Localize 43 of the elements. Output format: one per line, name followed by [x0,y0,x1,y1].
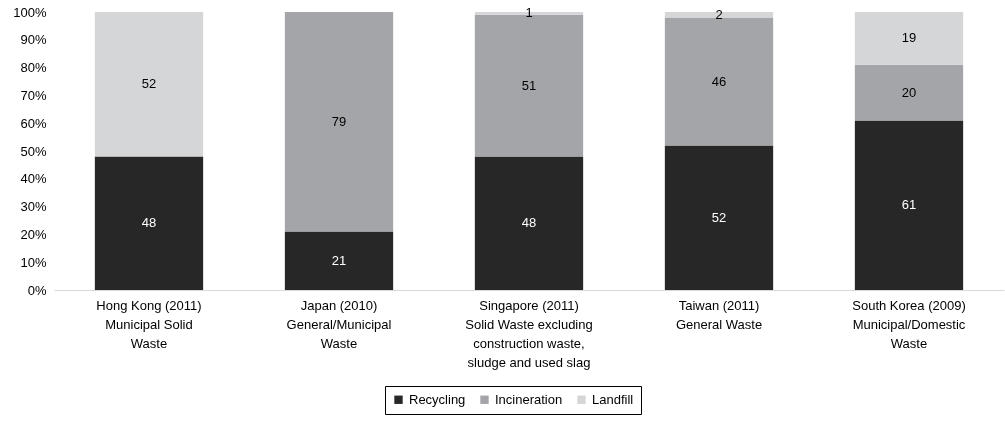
legend-label: Recycling [409,391,466,407]
x-tick-label: Singapore (2011) Solid Waste excluding construction waste, sludge and used slag [465,297,593,370]
y-tick-label: 20% [20,226,47,242]
x-tick-label: South Korea (2009) Municipal/Domestic Waste [852,297,966,351]
y-tick-label: 40% [20,171,47,187]
data-label: 46 [711,73,727,89]
y-tick-label: 80% [20,60,47,76]
data-label: 51 [521,77,537,93]
data-label: 20 [901,84,917,100]
bar [474,156,584,290]
x-tick-label: Taiwan (2011) General Waste [675,297,763,332]
data-label: 21 [331,252,347,268]
legend-label: Landfill [592,391,634,407]
data-label: 79 [331,113,347,129]
y-tick-label: 30% [20,199,47,215]
y-tick-label: 70% [20,87,47,103]
y-tick-label: 10% [20,254,47,270]
data-label: 48 [141,215,157,231]
legend-label: Incineration [495,391,563,407]
y-tick-label: 50% [20,143,47,159]
data-label: 48 [521,215,537,231]
bar [854,64,964,121]
bar [854,12,964,65]
y-tick-label: 100% [13,4,47,20]
bar [94,12,204,157]
bar [94,156,204,290]
data-label: 61 [901,197,917,213]
bar [664,145,774,290]
data-label: 1 [525,5,533,21]
bar [854,120,964,290]
y-tick-label: 90% [20,32,47,48]
bar [664,17,774,146]
y-tick-label: 0% [27,282,47,298]
bar [284,231,394,290]
y-tick-label: 60% [20,115,47,131]
data-label: 2 [715,6,723,22]
bar [284,12,394,232]
x-tick-label: Japan (2010) General/Municipal Waste [286,297,392,351]
x-tick-label: Hong Kong (2011) Municipal Solid Waste [96,297,202,351]
bar [664,12,774,18]
data-label: 52 [711,209,727,225]
data-label: 52 [141,76,157,92]
data-label: 19 [901,30,917,46]
